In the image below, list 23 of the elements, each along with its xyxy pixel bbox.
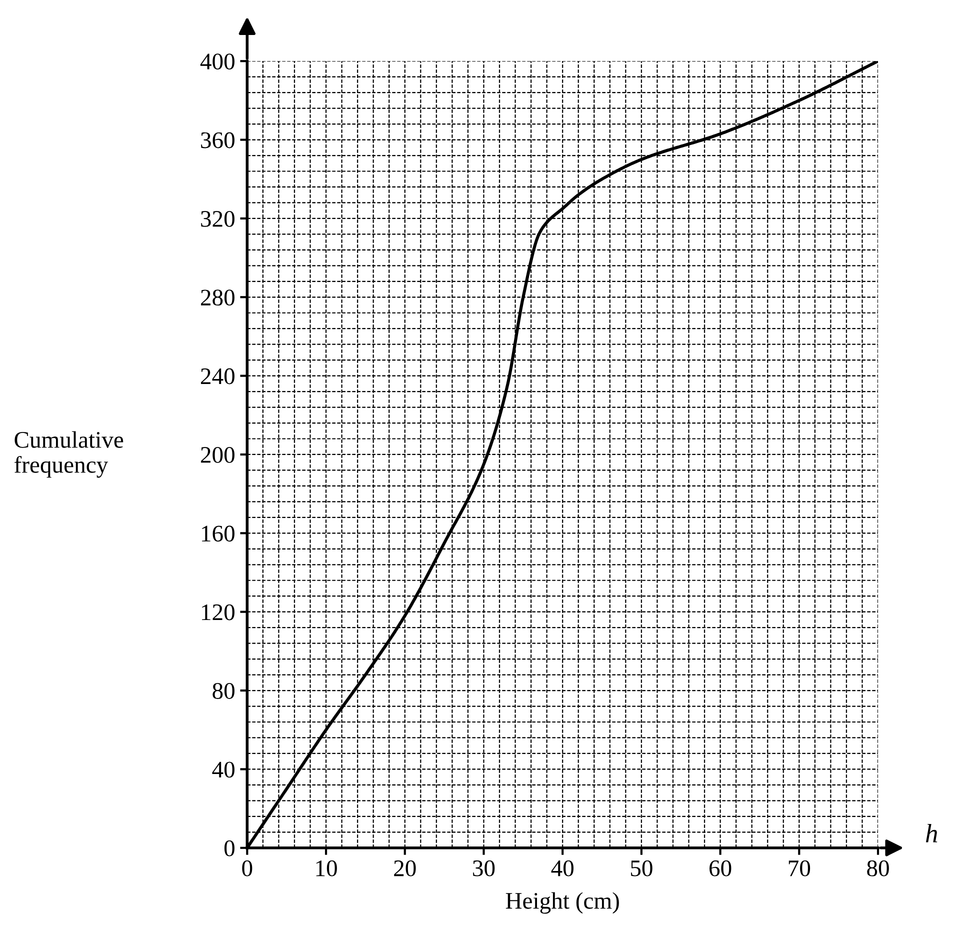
- x-tick-label: 70: [788, 860, 810, 876]
- y-tick-label: 80: [212, 683, 234, 699]
- y-tick-label: 320: [201, 210, 234, 227]
- x-tick-label: 50: [631, 860, 652, 876]
- x-axis-title: Height (cm): [506, 892, 619, 914]
- y-tick-label: 400: [200, 54, 234, 70]
- y-tick-label: 120: [202, 604, 234, 620]
- y-tick-label: 360: [201, 132, 234, 148]
- x-tick-label: 40: [551, 860, 574, 876]
- x-tick-label: 80: [867, 860, 889, 876]
- text: h: [926, 824, 938, 842]
- y-tick-label: 200: [200, 446, 234, 463]
- y-tick-label: 240: [200, 368, 234, 384]
- y-tick-label: 40: [212, 762, 234, 778]
- y-tick-label: 280: [200, 290, 234, 306]
- x-tick-label: 10: [316, 860, 337, 876]
- y-axis-title: Cumulative frequency: [14, 431, 124, 478]
- x-tick-label: 30: [473, 860, 495, 876]
- y-tick-label: 160: [202, 526, 234, 542]
- x-tick-label: 0: [242, 860, 252, 876]
- x-tick-label: 20: [394, 860, 416, 876]
- x-tick-label: 60: [710, 860, 732, 876]
- y-tick-label: 0: [224, 840, 234, 856]
